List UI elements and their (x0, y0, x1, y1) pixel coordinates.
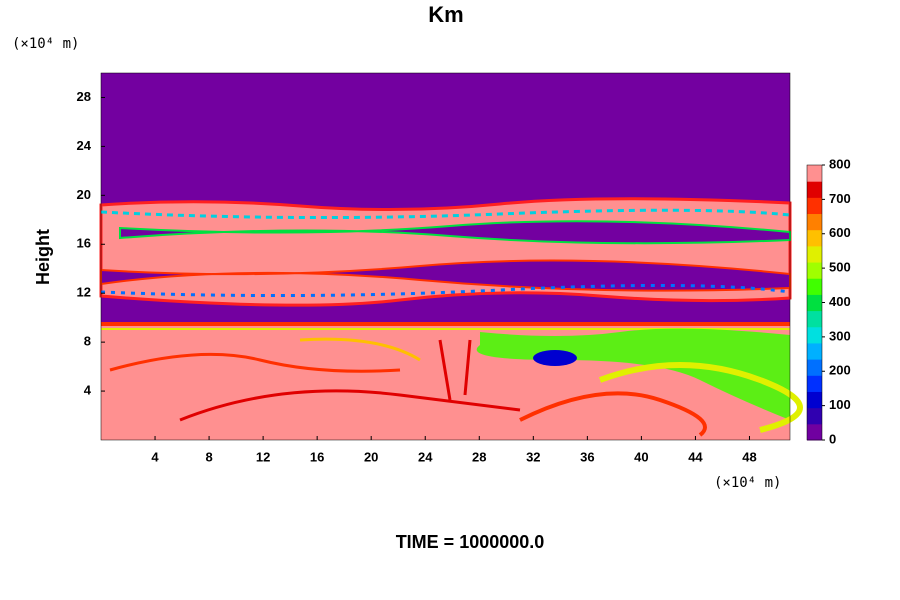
x-tick-label: 12 (256, 449, 270, 464)
colorbar-swatch (807, 359, 822, 376)
colorbar-tick-label: 500 (829, 260, 851, 275)
colorbar-tick-label: 600 (829, 225, 851, 240)
y-tick-label: 16 (77, 236, 91, 251)
colorbar-tick-label: 700 (829, 191, 851, 206)
colorbar-swatch (807, 262, 822, 279)
colorbar-swatch (807, 294, 822, 312)
y-tick-label: 4 (84, 383, 92, 398)
plot-frame (100, 72, 791, 441)
x-tick-label: 28 (472, 449, 486, 464)
y-tick-label: 20 (77, 187, 91, 202)
colorbar-swatch (807, 342, 822, 360)
colorbar-tick-label: 400 (829, 294, 851, 309)
x-tick-label: 44 (688, 449, 703, 464)
x-tick-label: 16 (310, 449, 324, 464)
colorbar-tick-label: 300 (829, 328, 851, 343)
colorbar-swatch (807, 165, 822, 182)
colorbar-swatch (807, 310, 822, 328)
colorbar-swatch (807, 197, 822, 215)
x-tick-label: 24 (418, 449, 433, 464)
field (99, 73, 803, 440)
colorbar-tick-label: 200 (829, 363, 851, 378)
x-tick-label: 4 (151, 449, 159, 464)
x-unit: (×10⁴ m) (714, 475, 781, 491)
chart-title: Km (428, 2, 463, 27)
x-tick-label: 20 (364, 449, 378, 464)
x-tick-label: 48 (742, 449, 756, 464)
x-tick-label: 8 (205, 449, 212, 464)
colorbar-tick-label: 100 (829, 397, 851, 412)
y-tick-label: 28 (77, 89, 91, 104)
colorbar-swatch (807, 326, 822, 344)
footer: TIME = 1000000.0 (396, 532, 545, 552)
colorbar-tick-label: 800 (829, 156, 851, 171)
x-tick-label: 32 (526, 449, 540, 464)
colorbar-swatch (807, 375, 822, 392)
colorbar-swatch (807, 407, 822, 425)
colorbar-swatch (807, 278, 822, 295)
x-tick-label: 40 (634, 449, 648, 464)
y-axis-label: Height (33, 229, 53, 285)
colorbar-swatch (807, 245, 822, 263)
y-tick-label: 24 (77, 138, 92, 153)
y-tick-label: 12 (77, 285, 91, 300)
colorbar-swatch (807, 181, 822, 198)
y-unit: (×10⁴ m) (12, 36, 79, 52)
colorbar-swatch (807, 229, 822, 247)
colorbar-swatch (807, 391, 822, 409)
colorbar-swatch (807, 423, 822, 441)
x-tick-label: 36 (580, 449, 594, 464)
colorbar-swatch (807, 213, 822, 231)
colorbar-tick-label: 0 (829, 431, 836, 446)
y-tick-label: 8 (84, 334, 91, 349)
